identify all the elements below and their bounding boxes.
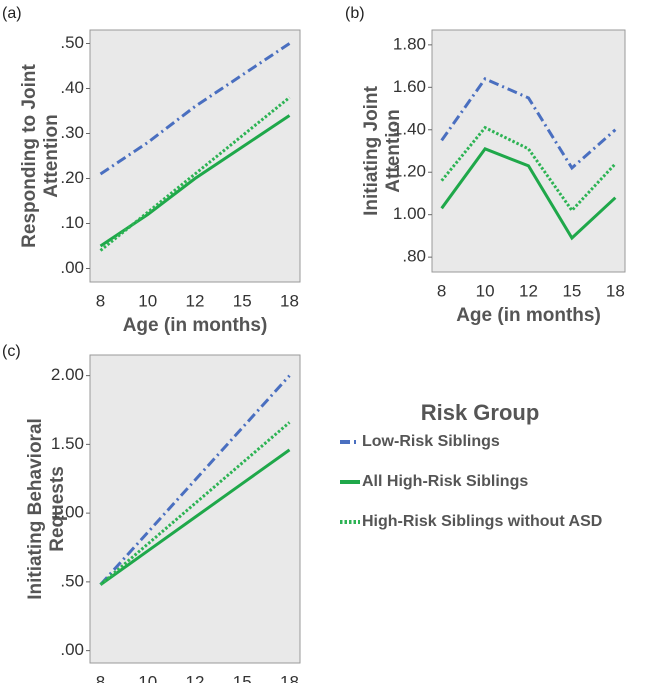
x-tick-label: 15 <box>233 672 252 683</box>
y-axis-label: Responding to Joint <box>19 64 40 248</box>
x-tick-label: 18 <box>606 281 625 300</box>
x-tick-label: 8 <box>96 672 105 683</box>
y-axis-label: Requests <box>47 466 68 552</box>
y-tick-label: 1.40 <box>393 119 426 138</box>
y-tick-label: 1.20 <box>393 162 426 181</box>
y-tick-label: 1.00 <box>393 204 426 223</box>
x-tick-label: 12 <box>186 291 205 310</box>
plot-area <box>89 29 301 283</box>
y-tick-label: 2.00 <box>51 365 84 384</box>
x-tick-label: 8 <box>437 281 446 300</box>
y-tick-label: .80 <box>402 247 426 266</box>
x-tick-label: 12 <box>519 281 538 300</box>
x-tick-label: 18 <box>280 291 299 310</box>
legend-label: Low-Risk Siblings <box>362 433 500 450</box>
x-tick-label: 12 <box>186 672 205 683</box>
y-axis-label: Initiating Behavioral <box>25 418 46 600</box>
panel-label: (b) <box>345 5 365 22</box>
series-line <box>99 96 291 252</box>
series-line <box>440 125 617 213</box>
x-tick-label: 10 <box>138 291 157 310</box>
y-tick-label: 1.60 <box>393 77 426 96</box>
y-tick-label: .50 <box>60 33 84 52</box>
y-tick-label: 1.80 <box>393 34 426 53</box>
x-tick-label: 10 <box>476 281 495 300</box>
y-tick-label: .40 <box>60 78 84 97</box>
y-tick-label: .00 <box>60 640 84 659</box>
plot-area <box>89 354 301 664</box>
y-tick-label: .20 <box>60 168 84 187</box>
legend-label: High-Risk Siblings without ASD <box>362 513 602 530</box>
series-line <box>99 374 291 586</box>
x-axis-label: Age (in months) <box>123 315 268 336</box>
panel-label: (c) <box>2 343 21 360</box>
legend-title: Risk Group <box>421 400 540 425</box>
y-tick-label: .10 <box>60 213 84 232</box>
x-tick-label: 15 <box>233 291 252 310</box>
y-tick-label: .00 <box>60 258 84 277</box>
series-line <box>440 76 617 171</box>
y-tick-label: 1.50 <box>51 434 84 453</box>
x-axis-label: Age (in months) <box>456 305 601 326</box>
x-tick-label: 8 <box>96 291 105 310</box>
y-axis-label: Initiating Joint <box>361 85 382 215</box>
x-tick-label: 10 <box>138 672 157 683</box>
legend-label: All High-Risk Siblings <box>362 473 528 490</box>
panel-label: (a) <box>2 5 22 22</box>
series-line <box>440 147 617 241</box>
y-tick-label: .30 <box>60 123 84 142</box>
x-tick-label: 18 <box>280 672 299 683</box>
y-axis-label: Attention <box>41 114 62 197</box>
y-axis-label: Attention <box>383 109 404 192</box>
x-tick-label: 15 <box>562 281 581 300</box>
series-line <box>99 448 291 586</box>
y-tick-label: .50 <box>60 571 84 590</box>
y-tick-label: 1.00 <box>51 503 84 522</box>
series-line <box>99 421 291 586</box>
